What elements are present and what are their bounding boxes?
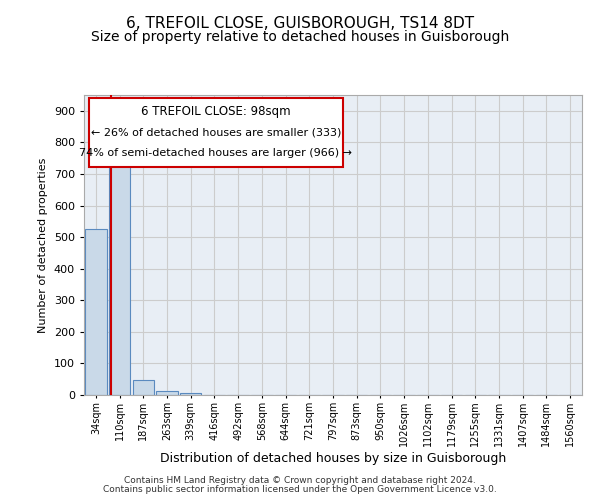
Text: 6 TREFOIL CLOSE: 98sqm: 6 TREFOIL CLOSE: 98sqm: [141, 106, 291, 118]
Text: Contains public sector information licensed under the Open Government Licence v3: Contains public sector information licen…: [103, 485, 497, 494]
Y-axis label: Number of detached properties: Number of detached properties: [38, 158, 48, 332]
Text: 74% of semi-detached houses are larger (966) →: 74% of semi-detached houses are larger (…: [79, 148, 352, 158]
Text: ← 26% of detached houses are smaller (333): ← 26% of detached houses are smaller (33…: [91, 128, 341, 138]
Text: Contains HM Land Registry data © Crown copyright and database right 2024.: Contains HM Land Registry data © Crown c…: [124, 476, 476, 485]
Bar: [109, 166, 130, 395]
FancyBboxPatch shape: [89, 98, 343, 167]
Bar: [85, 229, 107, 395]
Bar: [133, 380, 154, 395]
Bar: [180, 393, 202, 395]
X-axis label: Distribution of detached houses by size in Guisborough: Distribution of detached houses by size …: [160, 452, 506, 464]
Text: 6, TREFOIL CLOSE, GUISBOROUGH, TS14 8DT: 6, TREFOIL CLOSE, GUISBOROUGH, TS14 8DT: [126, 16, 474, 31]
Text: Size of property relative to detached houses in Guisborough: Size of property relative to detached ho…: [91, 30, 509, 44]
Bar: [157, 391, 178, 395]
